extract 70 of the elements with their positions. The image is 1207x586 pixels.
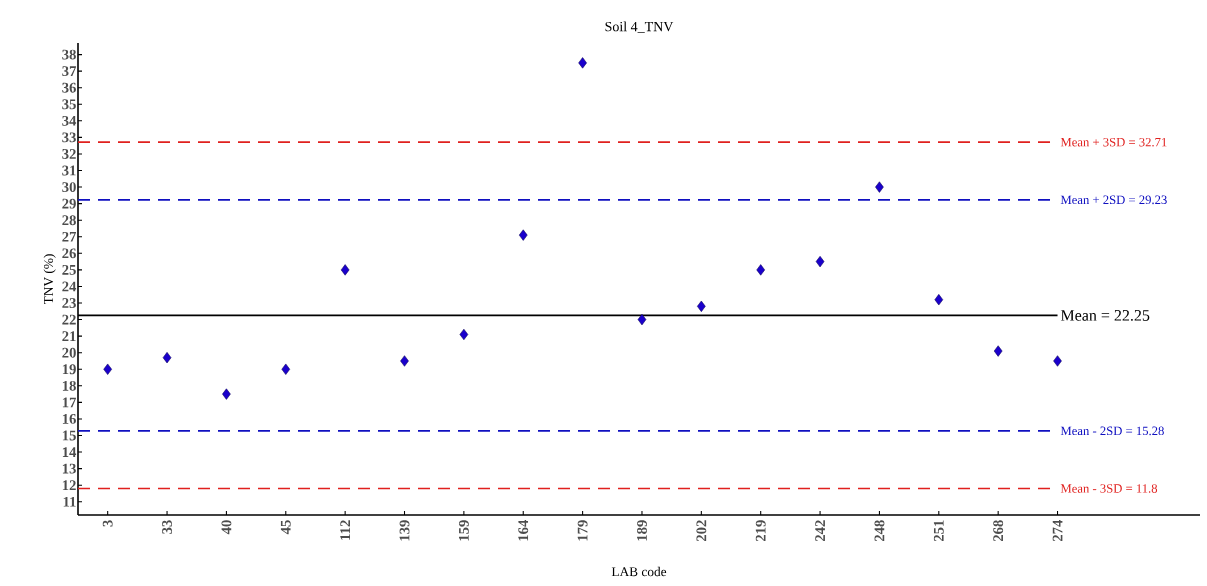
ref-line-label: Mean = 22.25 (1060, 310, 1150, 321)
y-tick-label: 13 (62, 463, 76, 474)
x-tick-label: 189 (637, 520, 647, 541)
y-tick-label: 20 (62, 347, 76, 358)
x-tick-label: 45 (280, 520, 291, 535)
point (934, 294, 944, 306)
y-tick-label: 31 (62, 165, 76, 176)
y-tick-label: 15 (62, 430, 76, 441)
ref-line-label: Mean - 2SD = 15.28 (1060, 426, 1164, 436)
y-tick-label: 29 (62, 198, 76, 209)
x-tick-label: 251 (933, 520, 944, 542)
y-tick-label: 11 (63, 496, 76, 507)
point (875, 181, 884, 193)
ref-line-label: Mean + 2SD = 29.23 (1060, 195, 1167, 205)
x-tick-label: 202 (696, 520, 707, 542)
y-tick-label: 26 (62, 248, 76, 259)
y-tick-label: 32 (62, 149, 76, 159)
point (281, 363, 291, 375)
x-tick-label: 219 (755, 520, 766, 542)
ref-line-label: Mean - 3SD = 11.8 (1060, 484, 1158, 493)
y-tick-label: 18 (62, 380, 76, 391)
point (815, 256, 825, 268)
point (340, 264, 350, 276)
point (162, 352, 172, 364)
ref-line-label: Mean + 3SD = 32.71 (1060, 137, 1167, 147)
x-tick-label: 3 (102, 520, 113, 527)
chart-title: Soil 4_TNV (605, 21, 674, 33)
point (103, 363, 112, 375)
x-tick-label: 179 (577, 520, 588, 541)
y-axis-title: TNV (%) (43, 254, 56, 305)
x-tick-label: 268 (993, 520, 1004, 542)
point (518, 229, 528, 241)
y-tick-label: 23 (62, 298, 76, 308)
x-tick-label: 242 (815, 520, 825, 542)
y-tick-label: 22 (62, 314, 76, 325)
point (578, 57, 587, 69)
x-tick-label: 274 (1052, 520, 1063, 542)
x-tick-label: 139 (399, 520, 410, 541)
point (756, 264, 765, 276)
x-tick-label: 159 (458, 520, 469, 541)
y-tick-label: 16 (62, 414, 76, 424)
x-tick-label: 248 (874, 520, 885, 542)
y-tick-label: 37 (62, 66, 77, 77)
y-tick-label: 30 (62, 182, 76, 193)
x-tick-label: 40 (221, 520, 232, 535)
point (400, 355, 409, 367)
point (459, 328, 469, 341)
y-tick-label: 24 (62, 281, 77, 292)
point (993, 345, 1003, 357)
x-tick-label: 112 (340, 520, 350, 540)
y-tick-label: 14 (62, 447, 77, 457)
point (222, 388, 231, 400)
y-tick-label: 33 (62, 132, 76, 143)
x-tick-label: 33 (162, 520, 172, 534)
y-tick-label: 34 (62, 115, 77, 126)
y-tick-label: 19 (62, 364, 76, 375)
y-tick-label: 38 (62, 49, 76, 60)
y-tick-label: 36 (62, 82, 76, 93)
y-tick-label: 27 (62, 231, 77, 242)
y-tick-label: 35 (62, 99, 76, 110)
y-tick-label: 25 (62, 264, 76, 275)
x-tick-label: 164 (518, 520, 529, 541)
y-tick-label: 28 (62, 215, 76, 226)
point (697, 300, 706, 312)
y-tick-label: 17 (62, 397, 77, 408)
y-tick-label: 12 (62, 480, 76, 491)
x-axis-title: LAB code (611, 566, 667, 577)
point (1053, 355, 1062, 367)
point (637, 313, 647, 326)
y-tick-label: 21 (62, 331, 76, 341)
